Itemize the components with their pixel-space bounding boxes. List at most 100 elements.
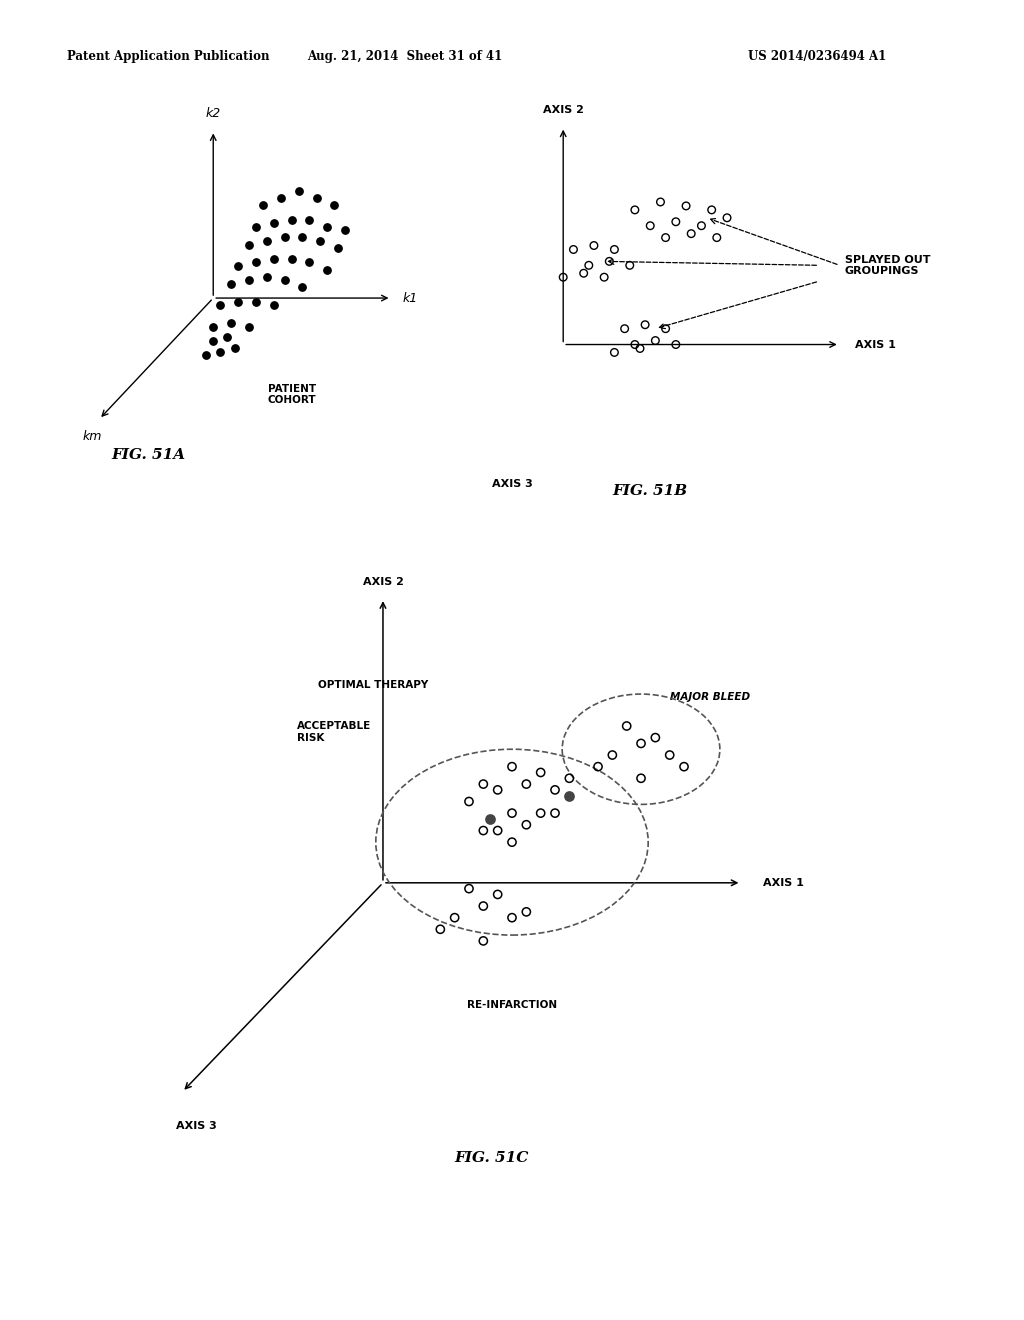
Text: FIG. 51C: FIG. 51C bbox=[455, 1151, 528, 1164]
Point bbox=[284, 209, 300, 230]
Point bbox=[652, 191, 669, 213]
Point bbox=[693, 215, 710, 236]
Point bbox=[601, 251, 617, 272]
Point bbox=[327, 195, 343, 216]
Point bbox=[475, 895, 492, 916]
Text: OPTIMAL THERAPY: OPTIMAL THERAPY bbox=[318, 680, 429, 690]
Point bbox=[622, 255, 638, 276]
Text: SPLAYED OUT
GROUPINGS: SPLAYED OUT GROUPINGS bbox=[845, 255, 930, 276]
Point bbox=[461, 878, 477, 899]
Point bbox=[255, 195, 271, 216]
Text: Aug. 21, 2014  Sheet 31 of 41: Aug. 21, 2014 Sheet 31 of 41 bbox=[307, 50, 502, 63]
Point bbox=[248, 216, 264, 238]
Text: FIG. 51A: FIG. 51A bbox=[112, 449, 185, 462]
Point bbox=[337, 219, 353, 240]
Point bbox=[709, 227, 725, 248]
Point bbox=[532, 762, 549, 783]
Point bbox=[248, 252, 264, 273]
Point bbox=[230, 256, 247, 277]
Point bbox=[618, 715, 635, 737]
Point bbox=[475, 820, 492, 841]
Point bbox=[678, 195, 694, 216]
Point bbox=[276, 227, 293, 248]
Point bbox=[604, 744, 621, 766]
Point bbox=[518, 774, 535, 795]
Point bbox=[581, 255, 597, 276]
Point bbox=[632, 338, 648, 359]
Text: AXIS 2: AXIS 2 bbox=[543, 104, 584, 115]
Text: RE-INFARCTION: RE-INFARCTION bbox=[467, 999, 557, 1010]
Point bbox=[248, 290, 264, 312]
Point bbox=[482, 808, 499, 829]
Point bbox=[586, 235, 602, 256]
Point bbox=[547, 779, 563, 800]
Text: k1: k1 bbox=[402, 292, 418, 305]
Point bbox=[668, 211, 684, 232]
Point bbox=[258, 231, 274, 252]
Point bbox=[676, 756, 692, 777]
Point bbox=[627, 199, 643, 220]
Point bbox=[226, 338, 243, 359]
Point bbox=[683, 223, 699, 244]
Point bbox=[475, 931, 492, 952]
Point bbox=[330, 238, 346, 259]
Text: US 2014/0236494 A1: US 2014/0236494 A1 bbox=[748, 50, 886, 63]
Point bbox=[561, 768, 578, 789]
Point bbox=[308, 187, 325, 209]
Point bbox=[198, 345, 214, 366]
Point bbox=[504, 907, 520, 928]
Point bbox=[703, 199, 720, 220]
Text: AXIS 2: AXIS 2 bbox=[362, 577, 403, 586]
Point bbox=[633, 733, 649, 754]
Point bbox=[504, 832, 520, 853]
Point bbox=[475, 774, 492, 795]
Point bbox=[555, 267, 571, 288]
Point bbox=[489, 884, 506, 906]
Point bbox=[719, 207, 735, 228]
Text: AXIS 1: AXIS 1 bbox=[763, 878, 804, 888]
Point bbox=[633, 768, 649, 789]
Point bbox=[265, 248, 282, 269]
Point bbox=[212, 294, 228, 315]
Text: AXIS 3: AXIS 3 bbox=[492, 479, 532, 490]
Point bbox=[241, 269, 257, 290]
Point bbox=[219, 326, 236, 347]
Point bbox=[616, 318, 633, 339]
Point bbox=[446, 907, 463, 928]
Point bbox=[312, 231, 329, 252]
Point bbox=[205, 315, 221, 337]
Text: ACCEPTABLE
RISK: ACCEPTABLE RISK bbox=[297, 721, 372, 743]
Point bbox=[223, 273, 240, 294]
Point bbox=[301, 252, 317, 273]
Point bbox=[489, 820, 506, 841]
Point bbox=[223, 313, 240, 334]
Point bbox=[301, 209, 317, 230]
Point bbox=[272, 187, 289, 209]
Point bbox=[596, 267, 612, 288]
Point bbox=[432, 919, 449, 940]
Point bbox=[241, 315, 257, 337]
Point bbox=[668, 334, 684, 355]
Point bbox=[212, 341, 228, 362]
Point bbox=[205, 330, 221, 351]
Text: Patent Application Publication: Patent Application Publication bbox=[67, 50, 269, 63]
Point bbox=[489, 779, 506, 800]
Point bbox=[258, 267, 274, 288]
Point bbox=[575, 263, 592, 284]
Point bbox=[657, 227, 674, 248]
Text: k2: k2 bbox=[206, 107, 221, 120]
Point bbox=[627, 334, 643, 355]
Point bbox=[284, 248, 300, 269]
Text: FIG. 51B: FIG. 51B bbox=[612, 484, 688, 498]
Point bbox=[647, 727, 664, 748]
Text: MAJOR BLEED: MAJOR BLEED bbox=[670, 692, 750, 702]
Text: AXIS 1: AXIS 1 bbox=[855, 339, 896, 350]
Point bbox=[291, 181, 307, 202]
Point bbox=[642, 215, 658, 236]
Point bbox=[294, 227, 310, 248]
Point bbox=[265, 213, 282, 234]
Point bbox=[319, 216, 336, 238]
Point bbox=[319, 259, 336, 280]
Text: AXIS 3: AXIS 3 bbox=[176, 1121, 217, 1131]
Point bbox=[590, 756, 606, 777]
